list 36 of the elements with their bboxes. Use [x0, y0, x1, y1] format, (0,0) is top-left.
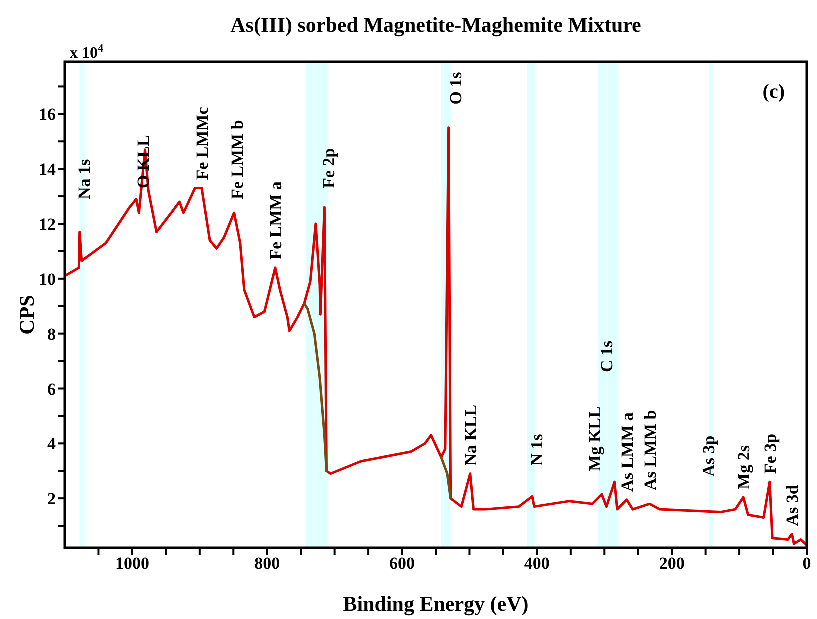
x-tick-label: 600	[390, 554, 416, 574]
y-axis-title: CPS	[15, 295, 39, 335]
annotation: Mg KLL	[586, 406, 605, 472]
annotation: As LMM b	[640, 410, 660, 491]
x-tick-label: 1000	[115, 554, 150, 574]
annotation: Fe LMMc	[192, 106, 212, 180]
y-tick-label: 4	[48, 434, 56, 454]
y-tick-label: 14	[39, 160, 56, 180]
annotation: O KLL	[134, 135, 154, 189]
y-tick-label: 10	[39, 270, 56, 289]
x-tick-label: 200	[659, 554, 685, 574]
x-axis-title: Binding Energy (eV)	[343, 592, 529, 616]
x-tick-label: 800	[254, 554, 280, 574]
annotation: As 3d	[783, 484, 802, 526]
annotation: C 1s	[598, 340, 617, 373]
annotation: Fe 2p	[320, 148, 339, 189]
annotation: Fe 3p	[760, 434, 780, 474]
annotation: Fe LMM a	[266, 181, 286, 260]
chart-title: As(III) sorbed Magnetite-Maghemite Mixture	[230, 13, 642, 37]
x-tick-label: 400	[524, 554, 550, 574]
annotation: Mg 2s	[734, 445, 754, 490]
annotation: (c)	[762, 81, 785, 103]
y-tick-label: 6	[48, 380, 56, 399]
annotation: Na 1s	[74, 159, 94, 200]
annotation: O 1s	[446, 72, 466, 105]
y-tick-label: 8	[48, 324, 56, 344]
y-tick-label: 16	[39, 105, 56, 124]
annotation: As 3p	[700, 436, 719, 477]
annotation: N 1s	[528, 434, 547, 466]
text: x 10$^{4}$	[70, 43, 104, 62]
y-tick-label: 12	[39, 215, 56, 234]
y-tick-label: 2	[48, 490, 56, 509]
annotation: Na KLL	[461, 404, 480, 466]
annotation: As LMM a	[618, 412, 637, 492]
x-tick-label: 0	[802, 554, 812, 574]
annotation: Fe LMM b	[228, 120, 248, 200]
